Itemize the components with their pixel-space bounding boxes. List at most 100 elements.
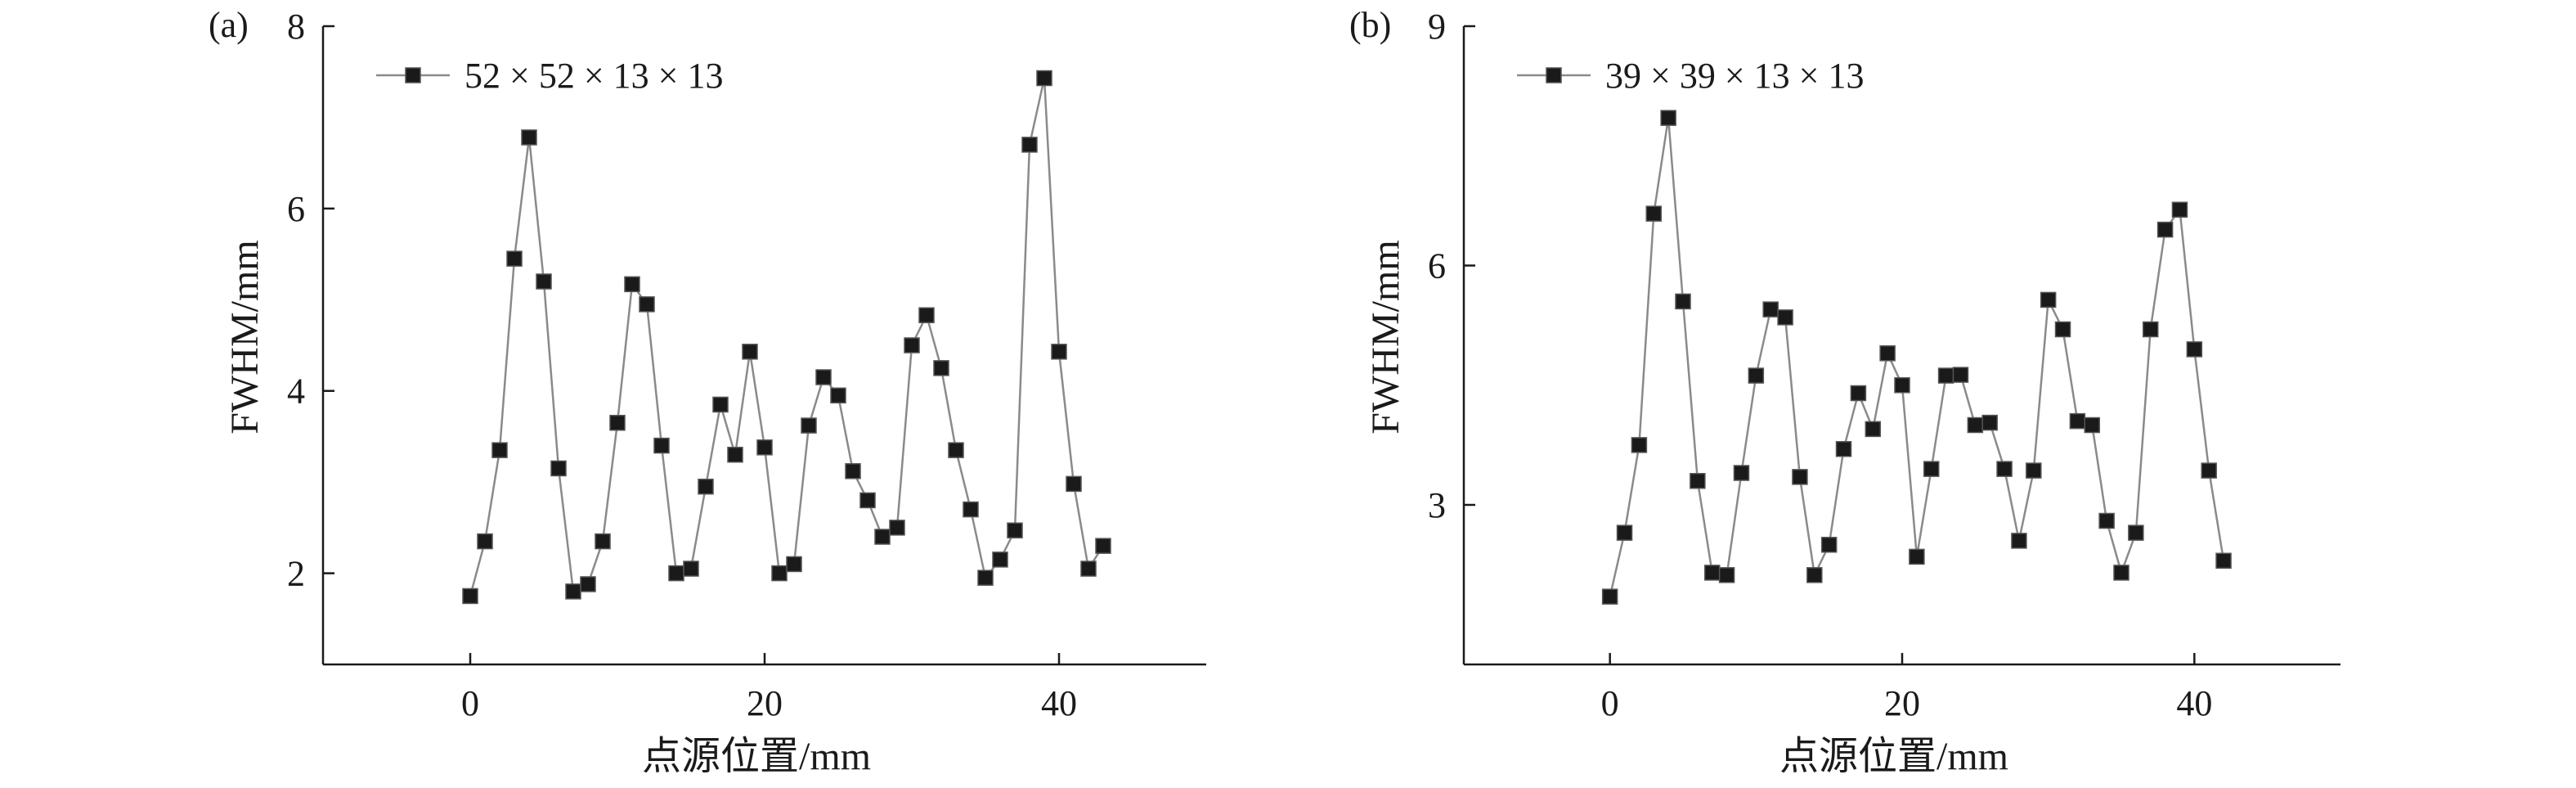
- data-point: [1675, 293, 1691, 310]
- data-point: [1601, 588, 1618, 605]
- data-point: [1645, 205, 1663, 222]
- data-point: [889, 520, 905, 536]
- data-point: [1820, 537, 1838, 553]
- data-point: [712, 396, 729, 413]
- data-point: [904, 337, 920, 353]
- data-point: [963, 501, 979, 518]
- data-point: [1879, 345, 1896, 362]
- data-point: [2040, 291, 2057, 308]
- chart-panel-b: 3 6 9 0 20 40 点源位置/mm FWHM/mm (b) 39 × 39 × 13 × …: [1349, 5, 2340, 778]
- data-point: [550, 460, 567, 477]
- data-point: [462, 588, 478, 605]
- x-axis-label: 点源位置/mm: [1779, 735, 2008, 778]
- data-point: [742, 344, 758, 360]
- data-point: [1748, 367, 1765, 384]
- y-axis-label: FWHM/mm: [223, 240, 267, 434]
- series-line: [1609, 117, 2225, 597]
- data-point: [1909, 548, 1925, 565]
- series-line: [469, 78, 1105, 597]
- x-tick-label: 0: [461, 683, 479, 723]
- x-tick-label: 40: [2176, 683, 2212, 723]
- data-point: [2084, 417, 2101, 434]
- data-point: [815, 369, 832, 385]
- data-point: [1762, 301, 1779, 317]
- data-point: [1095, 538, 1111, 554]
- data-point: [609, 414, 626, 431]
- data-point: [1066, 475, 1082, 493]
- data-point: [2113, 565, 2129, 581]
- data-point: [1850, 385, 1867, 402]
- panel-label: (b): [1349, 5, 1391, 45]
- data-point: [1835, 441, 1852, 457]
- data-point: [2186, 341, 2203, 358]
- data-point: [845, 463, 861, 480]
- data-point: [859, 492, 876, 509]
- data-point: [1080, 561, 1097, 577]
- data-point: [1952, 367, 1969, 383]
- data-point: [1616, 525, 1633, 541]
- data-point: [992, 552, 1008, 568]
- data-point: [2201, 462, 2217, 479]
- data-point: [653, 437, 670, 454]
- legend-marker: [405, 67, 421, 83]
- data-point: [918, 307, 935, 323]
- data-point: [801, 417, 817, 434]
- data-point: [1996, 461, 2013, 477]
- data-point: [933, 360, 949, 376]
- data-point: [2128, 525, 2144, 541]
- data-point: [2026, 462, 2042, 479]
- data-point: [1894, 377, 1910, 394]
- data-point: [1937, 367, 1954, 384]
- data-point: [683, 561, 699, 577]
- data-point: [1690, 473, 1706, 489]
- y-tick-label: 2: [287, 554, 305, 594]
- data-point: [771, 565, 788, 582]
- data-point: [639, 296, 655, 313]
- data-point: [595, 533, 611, 550]
- data-point: [948, 442, 964, 458]
- data-point: [756, 439, 773, 456]
- x-tick-label: 20: [747, 683, 783, 723]
- data-point: [565, 583, 581, 600]
- data-point: [491, 442, 508, 458]
- y-axis-label: FWHM/mm: [1364, 240, 1407, 434]
- data-point: [1021, 137, 1038, 153]
- data-point: [2215, 552, 2232, 569]
- data-point: [506, 250, 523, 267]
- legend-label: 52 × 52 × 13 × 13: [464, 56, 723, 96]
- data-point: [2098, 512, 2115, 529]
- data-point: [521, 129, 537, 146]
- legend-label: 39 × 39 × 13 × 13: [1605, 56, 1864, 96]
- data-point: [536, 273, 552, 290]
- x-tick-label: 0: [1601, 683, 1619, 723]
- data-point: [2156, 221, 2174, 238]
- data-point: [786, 556, 802, 573]
- data-point: [1967, 417, 1984, 434]
- data-point: [830, 387, 846, 404]
- data-point: [1981, 414, 1998, 431]
- x-tick-label: 20: [1884, 683, 1920, 723]
- data-point: [1718, 567, 1735, 583]
- chart-panel-a: 2 4 6 8 0 20 40 点源位置/mm FWHM/mm (a) 52 × 52 × 13 ×…: [209, 5, 1206, 778]
- data-point: [2054, 321, 2071, 338]
- data-point: [1865, 421, 1882, 438]
- data-point: [624, 276, 640, 293]
- data-point: [1733, 465, 1750, 481]
- y-tick-label: 4: [287, 371, 305, 412]
- data-point: [874, 529, 891, 545]
- data-point: [2011, 533, 2027, 549]
- data-point: [1792, 469, 1808, 485]
- data-point: [977, 570, 994, 586]
- panel-label: (a): [209, 5, 249, 45]
- y-tick-label: 8: [287, 7, 305, 47]
- data-point: [1631, 437, 1648, 453]
- data-point: [1036, 70, 1052, 87]
- data-point: [1923, 461, 1940, 477]
- data-point: [1660, 110, 1676, 126]
- y-tick-label: 6: [287, 189, 305, 229]
- x-axis-label: 点源位置/mm: [642, 735, 871, 778]
- data-point: [1051, 344, 1067, 360]
- x-tick-label: 40: [1041, 683, 1077, 723]
- data-point: [1806, 567, 1823, 583]
